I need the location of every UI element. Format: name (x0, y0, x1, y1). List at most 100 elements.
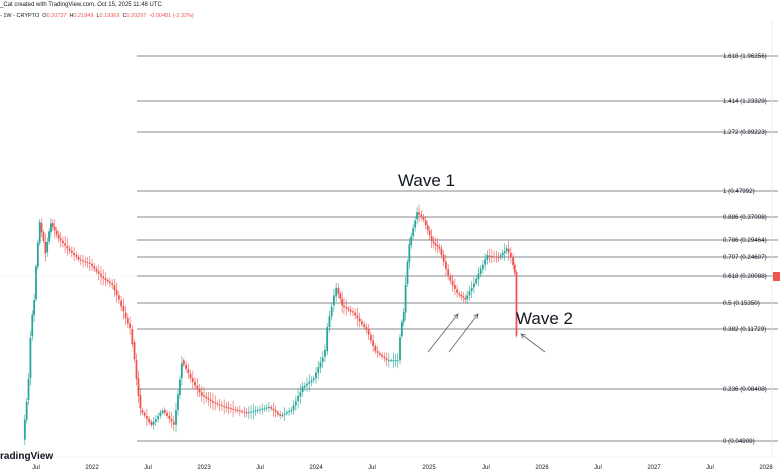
candle-body (55, 230, 58, 235)
candle-body (374, 345, 377, 352)
tradingview-logo: radingView (0, 451, 53, 462)
candle-body (86, 262, 89, 264)
candle-body (51, 223, 54, 227)
x-tick-label-9: 2026 (535, 465, 549, 470)
candle-body (261, 408, 264, 410)
candle-body (31, 314, 34, 337)
candle-body (349, 309, 352, 312)
fib-label-1: 1.414 (1.23329) (723, 98, 767, 105)
candle-body (440, 248, 443, 255)
candle-body (290, 410, 293, 412)
candle-body (194, 381, 196, 386)
candle-body (422, 217, 425, 220)
candle-body (303, 385, 306, 388)
candle-body (187, 369, 190, 374)
candle-body (168, 415, 171, 419)
x-tick-label-13: 2028 (759, 465, 773, 470)
candle-body (473, 283, 475, 288)
candle-body (315, 372, 317, 379)
candle-body (294, 401, 297, 406)
fib-label-0: 1.618 (1.96356) (723, 53, 767, 60)
last-price-marker (773, 272, 780, 281)
candle-body (207, 398, 210, 400)
wave-label-1: Wave 1 (398, 171, 455, 190)
x-tick-label-2: Jul (144, 465, 152, 470)
candle-body (64, 243, 67, 246)
candle-body (404, 284, 407, 313)
candle-body (70, 250, 73, 253)
candle-body (365, 327, 368, 330)
candle-body (44, 241, 47, 254)
candle-body (191, 378, 194, 382)
candle-body (84, 261, 87, 263)
candle-body (23, 419, 26, 440)
candle-body (481, 264, 484, 270)
low-value: 0.19369 (99, 13, 120, 19)
candle-body (236, 409, 239, 411)
candle-body (462, 296, 465, 298)
fib-label-5: 0.786 (0.29464) (723, 237, 767, 244)
candle-body (394, 360, 397, 362)
candle-body (460, 295, 463, 297)
candle-body (475, 278, 478, 284)
candle-body (170, 418, 173, 422)
candle-body (182, 360, 185, 365)
candle-body (499, 255, 502, 258)
candle-body (232, 408, 235, 410)
candle-body (223, 406, 226, 408)
price-series (23, 204, 518, 446)
x-tick-label-1: 2022 (85, 465, 99, 470)
candle-body (274, 410, 277, 413)
candle-body (279, 414, 282, 416)
candle-body (268, 406, 270, 408)
candle-body (330, 306, 333, 317)
candle-body (292, 405, 295, 410)
candle-body (416, 212, 418, 220)
candle-body (131, 328, 134, 345)
candle-body (486, 254, 489, 260)
x-tick-label-4: Jul (256, 465, 264, 470)
candle-body (376, 351, 379, 353)
candle-body (33, 300, 36, 316)
candle-body (250, 411, 252, 413)
fib-label-7: 0.618 (0.20088) (723, 273, 767, 280)
wave-label-2: Wave 2 (516, 309, 573, 328)
candle-body (120, 300, 123, 307)
candle-body (283, 413, 286, 415)
candle-body (345, 306, 348, 309)
candle-body (122, 306, 125, 312)
candle-body (238, 410, 241, 412)
candle-body (333, 295, 335, 306)
candle-body (212, 401, 214, 403)
candle-body (214, 402, 217, 404)
candle-body (495, 256, 498, 258)
fib-label-11: 0 (0.04909) (723, 438, 755, 445)
arrow-head-1 (473, 313, 479, 319)
fib-label-8: 0.5 (0.15350) (723, 300, 760, 307)
candle-body (27, 378, 30, 401)
candle-body (367, 329, 370, 335)
candle-body (161, 410, 164, 413)
candle-body (36, 242, 39, 267)
price-scale[interactable] (0, 20, 780, 455)
candle-body (383, 356, 386, 359)
candle-body (50, 223, 52, 233)
candle-body (216, 403, 219, 405)
arrow-line-1 (448, 313, 479, 353)
candle-body (175, 410, 177, 425)
candle-body (343, 305, 345, 307)
candle-body (306, 383, 308, 386)
candle-body (301, 386, 304, 393)
candle-body (82, 260, 84, 262)
candle-body (387, 360, 390, 362)
candle-body (426, 225, 429, 231)
candle-body (137, 378, 140, 396)
candle-body (159, 412, 162, 416)
ohlc-line: - 1W - CRYPTO O0.20737 H0.21849 L0.19369… (0, 13, 194, 19)
close-label: C (122, 13, 127, 19)
candle-body (177, 394, 179, 410)
candle-body (501, 252, 504, 256)
fib-label-10: 0.236 (0.08408) (723, 386, 767, 393)
